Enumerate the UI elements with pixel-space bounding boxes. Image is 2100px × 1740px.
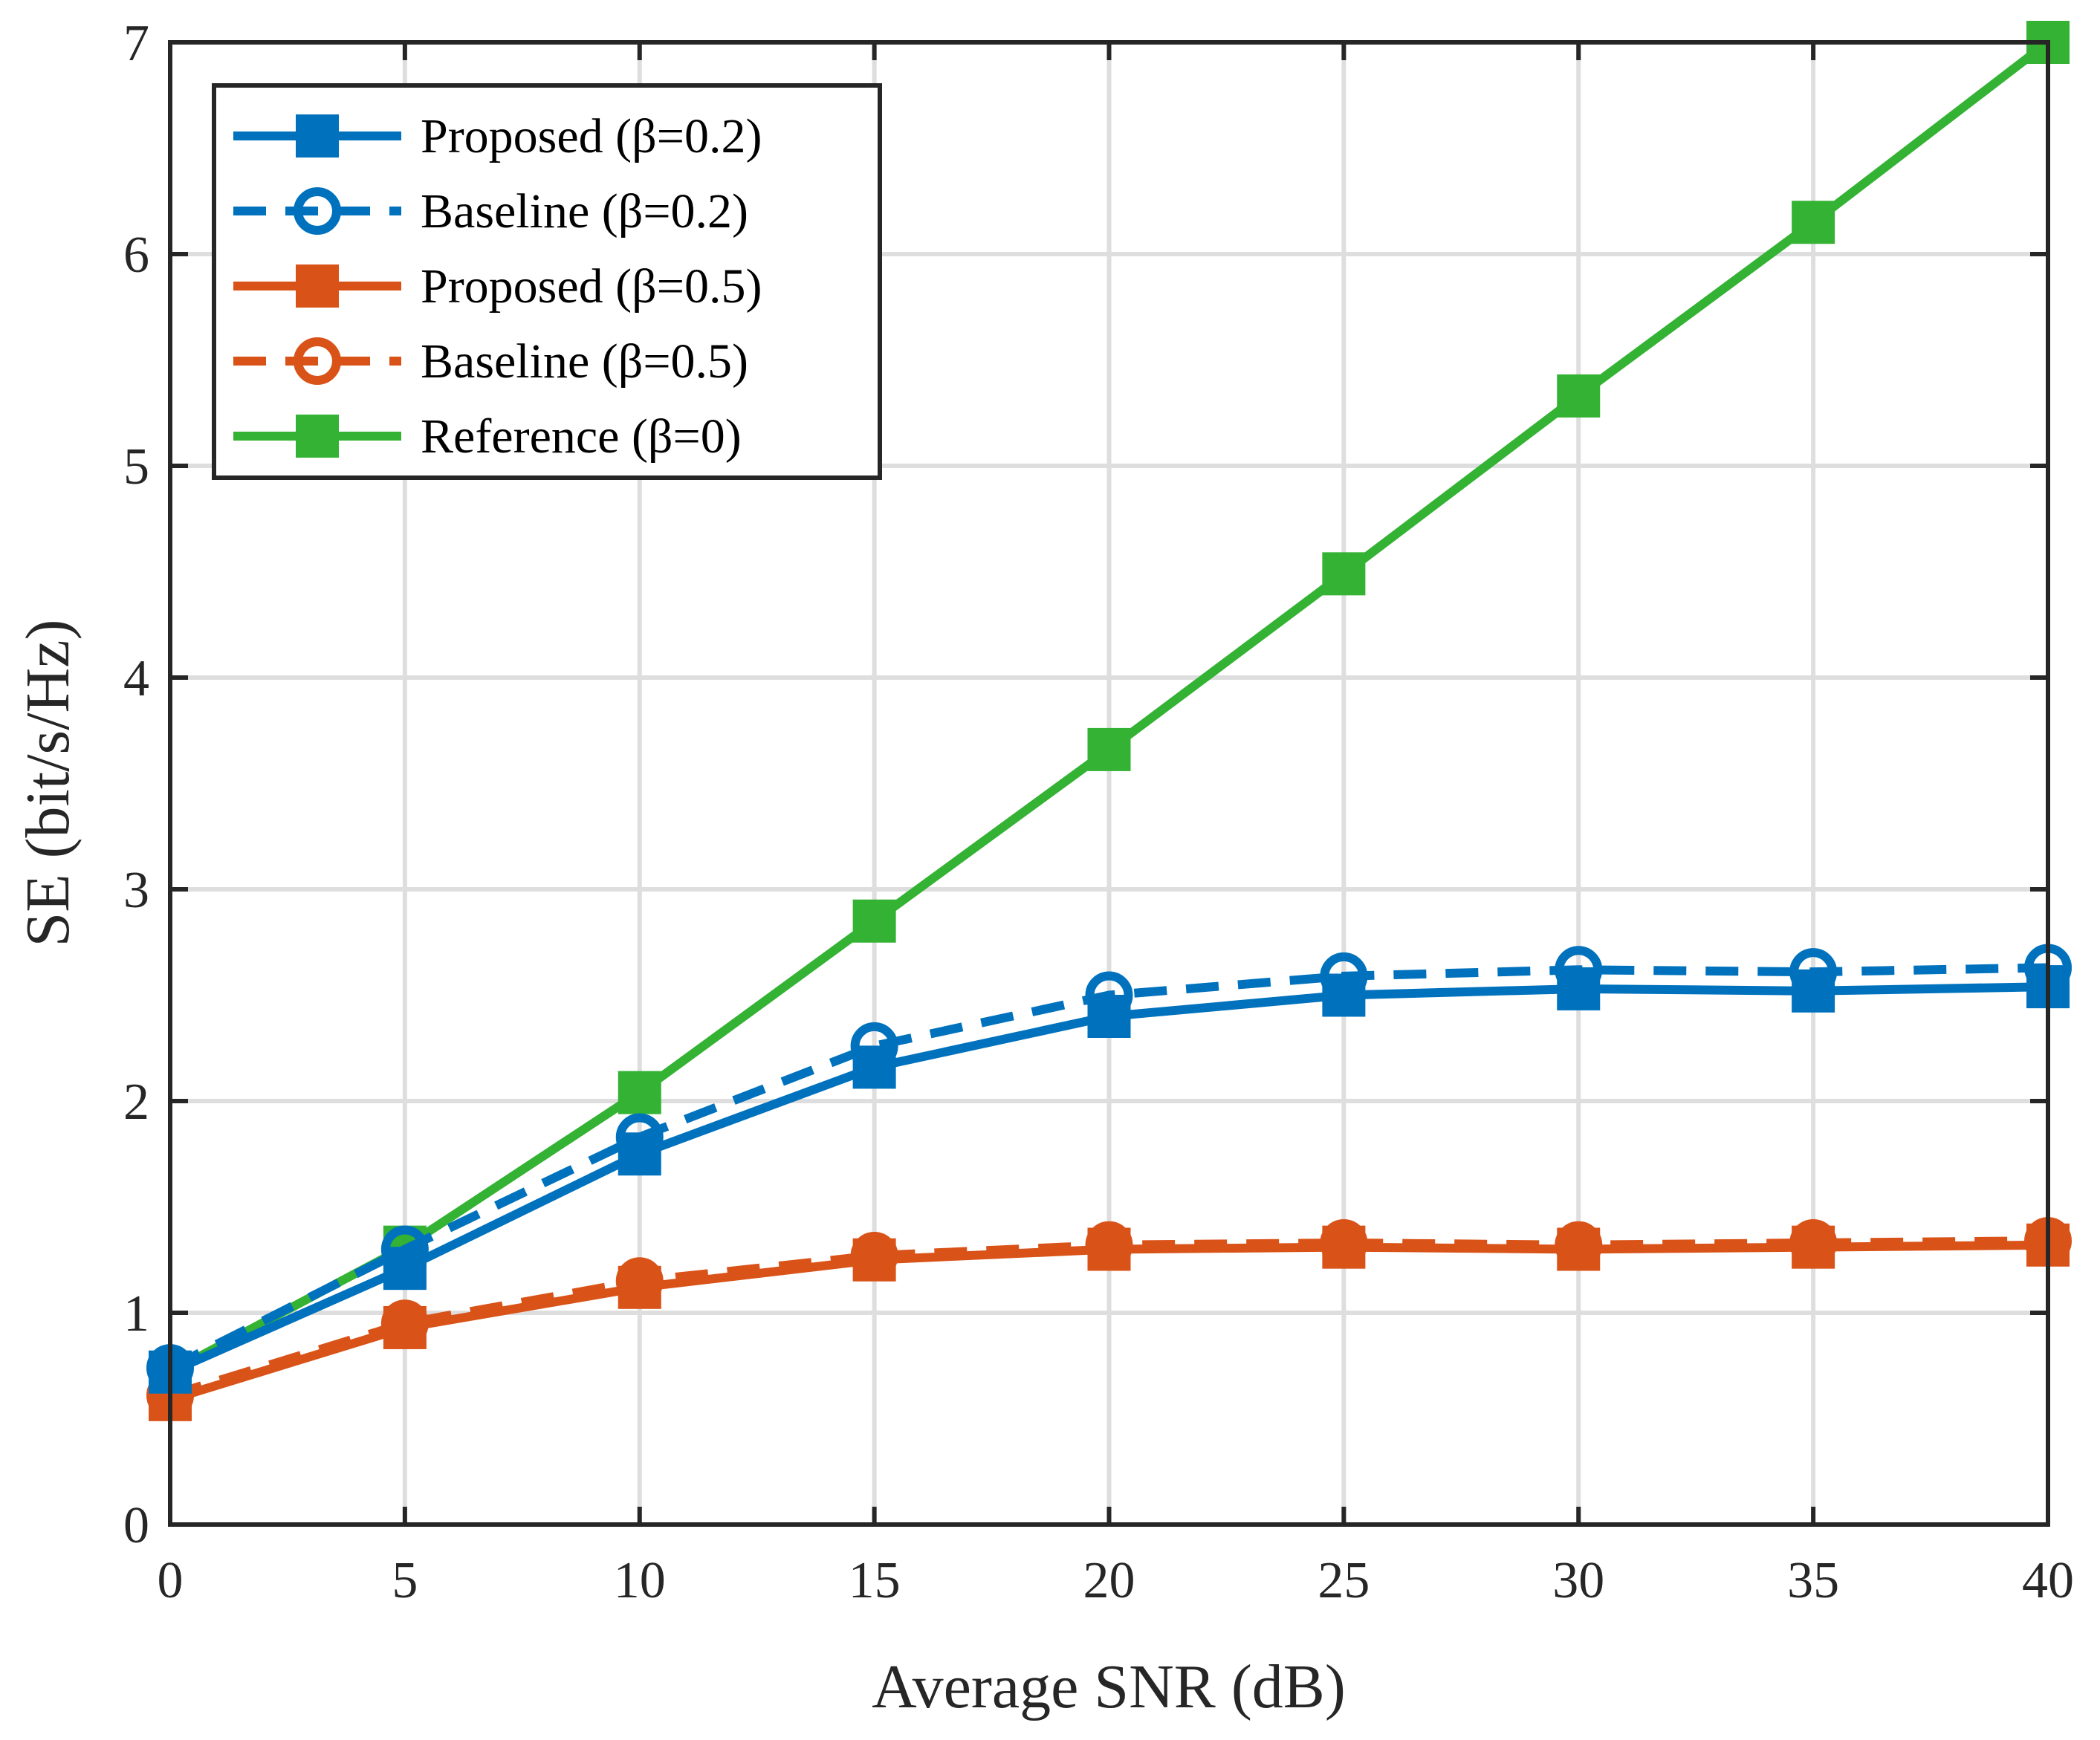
data-point-square-marker <box>852 899 896 943</box>
data-point-square-marker <box>1792 201 1835 244</box>
y-tick-label: 2 <box>123 1074 149 1131</box>
data-point-square-marker <box>1792 969 1835 1013</box>
legend-item: Baseline (β=0.5) <box>233 334 748 389</box>
x-tick-label: 40 <box>2022 1552 2074 1609</box>
data-point-square-marker <box>1087 1227 1131 1271</box>
data-point-square-marker <box>1322 973 1366 1017</box>
legend-label: Proposed (β=0.2) <box>421 109 762 163</box>
legend-item: Baseline (β=0.2) <box>233 184 748 238</box>
x-tick-label: 20 <box>1083 1552 1135 1609</box>
legend-label: Proposed (β=0.5) <box>421 259 762 314</box>
y-tick-label: 5 <box>123 438 149 496</box>
x-tick-label: 30 <box>1552 1552 1604 1609</box>
data-point-square-marker <box>852 1045 896 1089</box>
data-point-square-marker <box>383 1305 427 1349</box>
y-tick-label: 7 <box>123 15 149 72</box>
data-point-square-marker <box>618 1132 661 1176</box>
y-tick-label: 1 <box>123 1285 149 1343</box>
legend-label: Reference (β=0) <box>421 409 742 464</box>
legend: Proposed (β=0.2) Baseline (β=0.2) Proposed… <box>212 83 882 480</box>
y-tick-label: 4 <box>123 650 149 707</box>
x-tick-label: 0 <box>158 1552 184 1609</box>
data-point-square-marker <box>618 1071 661 1114</box>
x-tick-label: 15 <box>849 1552 901 1609</box>
y-axis-label: SE (bit/s/Hz) <box>13 620 82 947</box>
legend-square-marker <box>296 415 339 458</box>
data-point-square-marker <box>1322 552 1366 596</box>
data-point-square-marker <box>1322 1225 1366 1269</box>
y-tick-label: 3 <box>123 862 149 919</box>
legend-circle-marker <box>294 187 341 235</box>
legend-label: Baseline (β=0.5) <box>421 334 748 389</box>
data-point-square-marker <box>852 1238 896 1282</box>
legend-item: Proposed (β=0.2) <box>233 109 762 163</box>
legend-square-marker <box>296 114 339 158</box>
y-tick-label: 0 <box>123 1497 149 1554</box>
x-tick-label: 25 <box>1318 1552 1370 1609</box>
data-point-square-marker <box>1087 727 1131 771</box>
legend-item: Reference (β=0) <box>233 409 742 464</box>
ticks: 0 5 10 15 20 25 30 35 40 0 1 2 3 4 5 6 7 <box>123 15 2074 1609</box>
y-tick-label: 6 <box>123 227 149 284</box>
legend-square-marker <box>296 264 339 308</box>
data-point-square-marker <box>618 1265 661 1309</box>
x-axis-label: Average SNR (dB) <box>872 1652 1346 1721</box>
legend-circle-marker <box>294 337 341 385</box>
data-point-square-marker <box>1557 374 1601 418</box>
data-point-square-marker <box>1087 995 1131 1038</box>
x-tick-label: 5 <box>392 1552 418 1609</box>
data-point-square-marker <box>383 1247 427 1291</box>
series-proposed-0-2 <box>149 965 2070 1394</box>
x-tick-label: 10 <box>614 1552 666 1609</box>
data-point-square-marker <box>1792 1225 1835 1269</box>
data-point-square-marker <box>1557 967 1601 1010</box>
series-layer <box>146 21 2072 1421</box>
data-point-square-marker <box>1557 1227 1601 1271</box>
x-tick-label: 35 <box>1787 1552 1839 1609</box>
legend-label: Baseline (β=0.2) <box>421 184 748 238</box>
legend-item: Proposed (β=0.5) <box>233 259 762 314</box>
